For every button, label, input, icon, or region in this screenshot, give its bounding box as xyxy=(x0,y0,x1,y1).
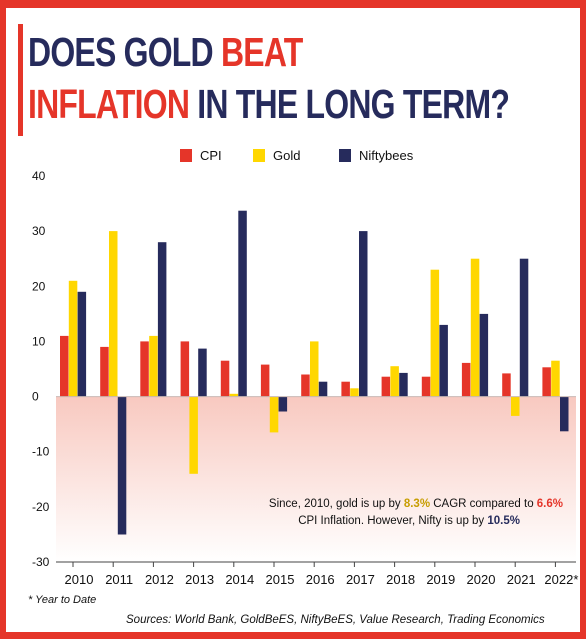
bar-cpi-2020 xyxy=(461,362,471,397)
x-axis: 2010 2011 2012 2013 2014 2015 2016 2017 2018 2019… xyxy=(65,562,578,587)
bar-niftybees-2018 xyxy=(399,372,408,397)
bar-cpi-2012 xyxy=(140,341,149,397)
legend-swatch-niftybees xyxy=(339,149,351,162)
x-tick-label: 2013 xyxy=(185,572,214,587)
annotation-text-1a: Since, 2010, gold is up by xyxy=(269,498,404,510)
bar-niftybees-2019 xyxy=(439,324,448,397)
bar-gold-2010 xyxy=(68,280,78,397)
bar-cpi-2019 xyxy=(421,376,431,397)
y-tick-label: 10 xyxy=(32,334,46,348)
bar-cpi-2013 xyxy=(180,341,190,397)
y-tick-label: -30 xyxy=(32,555,50,569)
annotation-gold-cagr: 8.3% xyxy=(404,498,430,510)
bar-cpi-2018 xyxy=(381,376,391,397)
x-tick-label: 2021 xyxy=(507,572,536,587)
legend-swatch-cpi xyxy=(180,149,192,162)
x-tick-label: 2018 xyxy=(386,572,415,587)
bars xyxy=(60,210,569,535)
annotation-text-2a: CPI Inflation. However, Nifty is up by xyxy=(298,515,487,527)
bar-niftybees-2014 xyxy=(238,210,247,397)
bar-niftybees-2010 xyxy=(77,291,87,397)
bar-gold-2022 xyxy=(551,360,560,397)
annotation-nifty-cagr: 10.5% xyxy=(487,515,520,527)
bar-gold-2017 xyxy=(350,388,359,397)
legend-swatch-gold xyxy=(253,149,265,162)
bar-niftybees-2021 xyxy=(519,258,529,397)
y-tick-label: 30 xyxy=(32,224,46,238)
y-tick-label: 0 xyxy=(32,390,39,404)
title-part-4: IN THE LONG TERM? xyxy=(189,81,510,127)
negative-zone-background xyxy=(56,396,576,562)
x-tick-label: 2010 xyxy=(65,572,94,587)
bar-gold-2011 xyxy=(109,231,118,397)
y-axis: 40 30 20 10 0 -10 -20 -30 xyxy=(32,169,50,569)
bar-cpi-2010 xyxy=(60,335,69,397)
x-tick-label: 2016 xyxy=(306,572,335,587)
y-tick-label: -20 xyxy=(32,500,50,514)
x-tick-label: 2019 xyxy=(426,572,455,587)
title-part-2: BEAT xyxy=(220,29,303,75)
x-tick-label: 2017 xyxy=(346,572,375,587)
x-tick-label: 2022* xyxy=(544,572,578,587)
sources: Sources: World Bank, GoldBeES, NiftyBeES… xyxy=(126,614,545,626)
bar-niftybees-2013 xyxy=(198,348,207,397)
bar-gold-2014 xyxy=(229,393,239,397)
x-tick-label: 2014 xyxy=(225,572,254,587)
bar-niftybees-2017 xyxy=(359,231,368,397)
legend-label-niftybees: Niftybees xyxy=(359,148,414,163)
title-line-2: INFLATION IN THE LONG TERM? xyxy=(28,81,510,127)
title-line-1: DOES GOLD BEAT xyxy=(28,32,303,73)
bar-niftybees-2015 xyxy=(278,396,288,412)
bar-cpi-2016 xyxy=(301,374,310,397)
x-tick-label: 2015 xyxy=(266,572,295,587)
x-tick-label: 2020 xyxy=(467,572,496,587)
bar-cpi-2015 xyxy=(260,364,270,397)
bar-niftybees-2016 xyxy=(318,381,328,397)
legend-label-cpi: CPI xyxy=(200,148,222,163)
bar-cpi-2011 xyxy=(100,346,109,397)
bar-niftybees-2012 xyxy=(157,242,167,397)
annotation-cpi-cagr: 6.6% xyxy=(537,498,563,510)
bar-gold-2020 xyxy=(470,258,480,397)
annotation-line-2: CPI Inflation. However, Nifty is up by 1… xyxy=(298,515,520,527)
bar-niftybees-2020 xyxy=(479,313,489,397)
y-tick-label: 20 xyxy=(32,279,46,293)
legend: CPI Gold Niftybees xyxy=(180,148,414,163)
footnote: * Year to Date xyxy=(28,594,97,606)
bar-niftybees-2011 xyxy=(117,396,127,535)
bar-gold-2016 xyxy=(310,341,319,397)
bar-gold-2018 xyxy=(390,366,399,397)
bar-niftybees-2022 xyxy=(560,396,569,432)
bar-cpi-2022 xyxy=(542,367,551,397)
bar-cpi-2021 xyxy=(502,373,511,397)
x-tick-label: 2012 xyxy=(145,572,174,587)
bar-gold-2015 xyxy=(269,396,279,433)
bar-cpi-2014 xyxy=(220,360,230,397)
y-tick-label: 40 xyxy=(32,169,46,183)
title-part-3: INFLATION xyxy=(28,81,190,127)
title-part-1: DOES GOLD xyxy=(28,29,221,75)
bar-gold-2013 xyxy=(189,396,198,474)
bar-gold-2019 xyxy=(430,269,440,397)
annotation-line-1: Since, 2010, gold is up by 8.3% CAGR com… xyxy=(269,498,563,510)
bar-gold-2012 xyxy=(149,335,158,397)
annotation-text-1c: CAGR compared to xyxy=(430,498,537,510)
legend-label-gold: Gold xyxy=(273,148,300,163)
x-tick-label: 2011 xyxy=(105,572,133,587)
bar-cpi-2017 xyxy=(341,381,350,397)
title-accent-bar xyxy=(18,24,23,136)
y-tick-label: -10 xyxy=(32,445,50,459)
bar-gold-2021 xyxy=(511,396,520,416)
